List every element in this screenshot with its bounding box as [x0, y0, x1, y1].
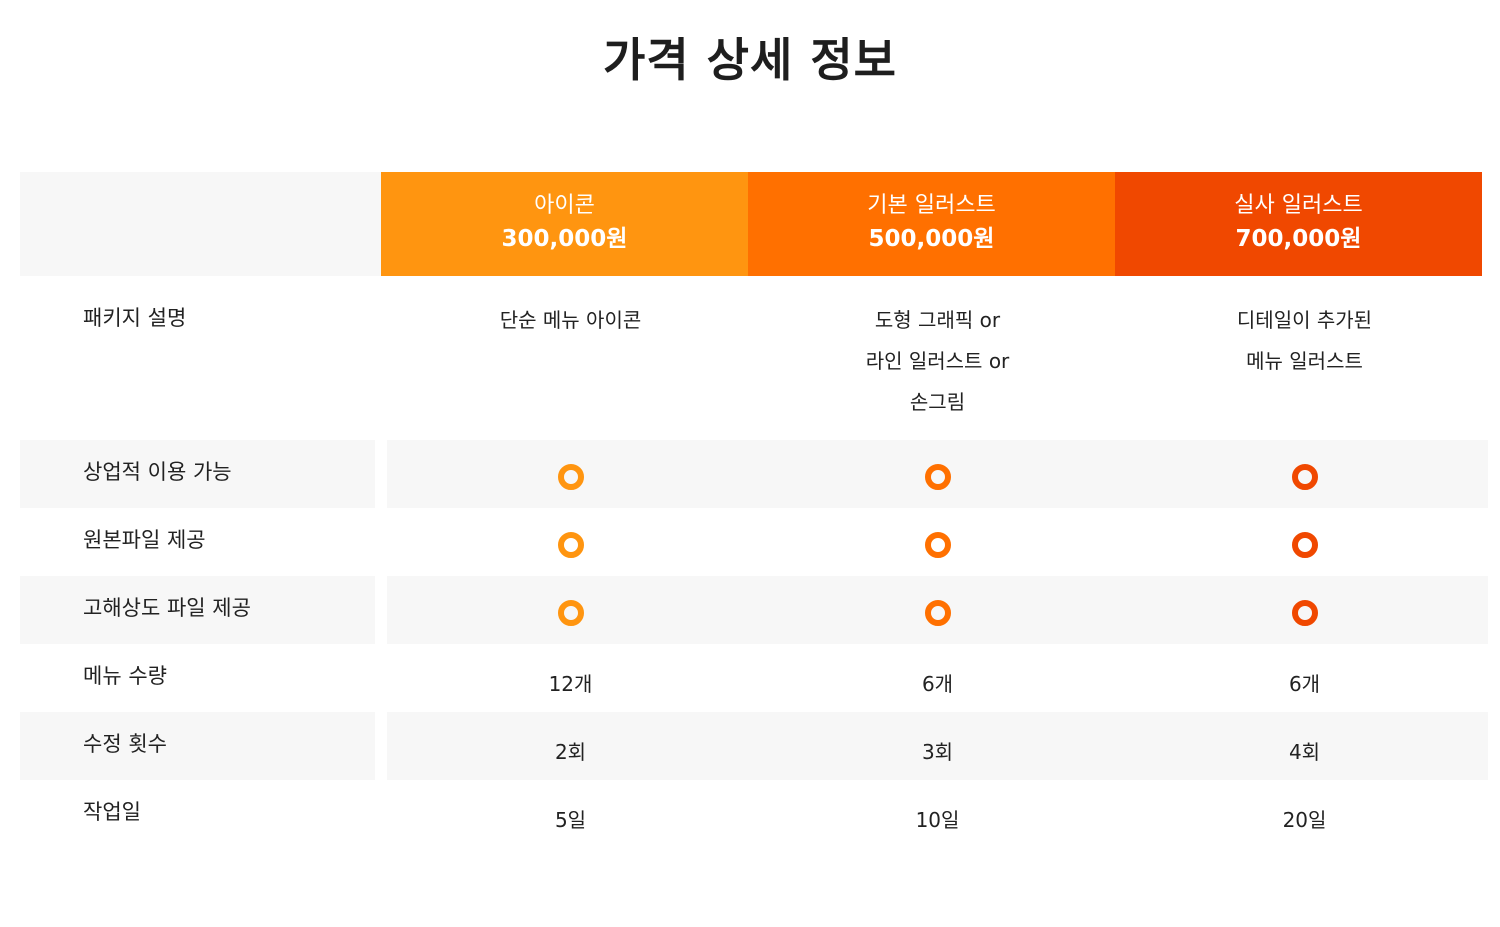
- work-days-cell: 5일: [554, 807, 587, 832]
- row-label: 패키지 설명: [83, 306, 187, 330]
- plan-name: 기본 일러스트: [867, 193, 996, 218]
- description-text: 단순 메뉴 아이콘: [499, 308, 642, 332]
- circle-o-icon: [1291, 600, 1318, 626]
- row-menu-count: 메뉴 수량 12개 6개 6개: [20, 644, 1488, 712]
- check-cell: [1121, 508, 1488, 576]
- plan-price: 500,000원: [868, 226, 995, 252]
- revisions-cell: 3회: [754, 712, 1121, 780]
- circle-o-icon: [557, 532, 584, 558]
- description-cell: 단순 메뉴 아이콘: [387, 280, 754, 440]
- pricing-table: 아이콘 300,000원 기본 일러스트 500,000원 실사 일러스트 70…: [20, 172, 1488, 848]
- row-label: 원본파일 제공: [83, 528, 206, 552]
- plan-name: 실사 일러스트: [1234, 193, 1363, 218]
- check-cell: [1121, 440, 1488, 508]
- circle-o-icon: [924, 532, 951, 558]
- check-cell: [754, 508, 1121, 576]
- page-title: 가격 상세 정보: [603, 33, 897, 87]
- plan-header-basic-illustration: 기본 일러스트 500,000원: [748, 172, 1115, 276]
- check-cell: [387, 508, 754, 576]
- plan-header-icon: 아이콘 300,000원: [381, 172, 748, 276]
- check-cell: [387, 440, 754, 508]
- row-label: 메뉴 수량: [83, 664, 167, 688]
- description-text: 도형 그래픽 or 라인 일러스트 or 손그림: [865, 308, 1010, 414]
- row-label: 상업적 이용 가능: [20, 440, 375, 508]
- circle-o-icon: [1291, 532, 1318, 558]
- row-label: 작업일: [83, 800, 141, 824]
- menu-count-cell: 6개: [1288, 671, 1321, 696]
- row-hires-file: 고해상도 파일 제공: [20, 576, 1488, 644]
- menu-count-cell: 12개: [548, 671, 593, 696]
- row-source-file: 원본파일 제공: [20, 508, 1488, 576]
- circle-o-icon: [557, 464, 584, 490]
- revisions-cell: 4회: [1121, 712, 1488, 780]
- check-cell: [1121, 576, 1488, 644]
- revisions-cell: 2회: [387, 712, 754, 780]
- row-work-days: 작업일 5일 10일 20일: [20, 780, 1488, 848]
- check-cell: [754, 440, 1121, 508]
- circle-o-icon: [924, 600, 951, 626]
- row-commercial-use: 상업적 이용 가능: [20, 440, 1488, 508]
- plan-price: 700,000원: [1235, 226, 1362, 252]
- row-package-description: 패키지 설명 단순 메뉴 아이콘 도형 그래픽 or 라인 일러스트 or 손그…: [20, 280, 1488, 440]
- plan-price: 300,000원: [501, 226, 628, 252]
- check-cell: [754, 576, 1121, 644]
- description-cell: 디테일이 추가된 메뉴 일러스트: [1121, 280, 1488, 440]
- plan-name: 아이콘: [534, 193, 595, 218]
- menu-count-cell: 6개: [921, 671, 954, 696]
- work-days-cell: 20일: [1282, 807, 1327, 832]
- check-cell: [387, 576, 754, 644]
- circle-o-icon: [1291, 464, 1318, 490]
- circle-o-icon: [924, 464, 951, 490]
- work-days-cell: 10일: [915, 807, 960, 832]
- row-revisions: 수정 횟수 2회 3회 4회: [20, 712, 1488, 780]
- description-cell: 도형 그래픽 or 라인 일러스트 or 손그림: [754, 280, 1121, 440]
- description-text: 디테일이 추가된 메뉴 일러스트: [1236, 308, 1373, 373]
- circle-o-icon: [557, 600, 584, 626]
- row-label: 수정 횟수: [20, 712, 375, 780]
- header-blank-cell: [20, 172, 381, 276]
- row-label: 고해상도 파일 제공: [20, 576, 375, 644]
- plan-header-realistic-illustration: 실사 일러스트 700,000원: [1115, 172, 1482, 276]
- plan-header-row: 아이콘 300,000원 기본 일러스트 500,000원 실사 일러스트 70…: [20, 172, 1488, 276]
